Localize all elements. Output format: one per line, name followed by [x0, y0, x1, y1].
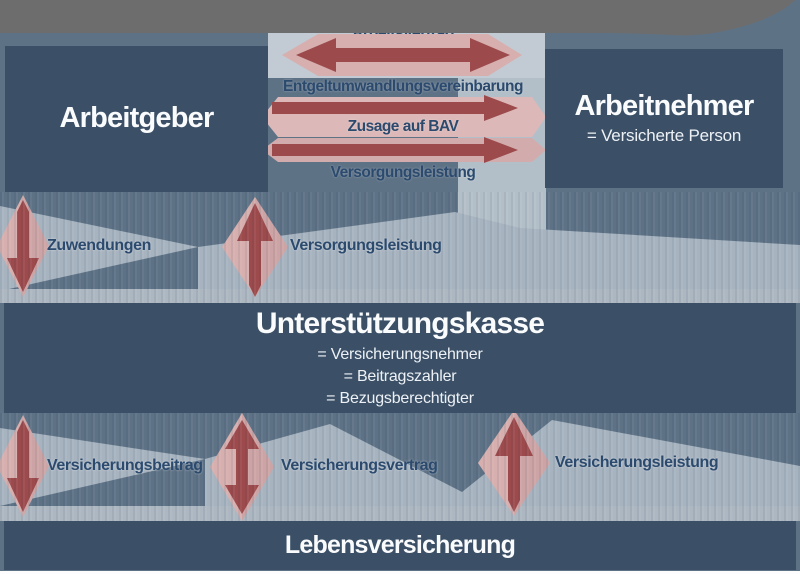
- versicherungsvertrag-label: Versicherungsvertrag: [281, 457, 438, 474]
- support-fund-box: Unterstützungskasse = Versicherungsnehme…: [4, 303, 796, 413]
- zuwendungen-label: Zuwendungen: [47, 237, 152, 254]
- life-insurer-title: Lebensversicherung: [284, 530, 516, 559]
- support-fund-role-payer: = Beitragszahler: [343, 367, 457, 385]
- employee-title: Arbeitnehmer: [574, 89, 755, 122]
- pension-promise-label: Zusage auf BAV: [347, 118, 459, 135]
- support-fund-title: Unterstützungskasse: [255, 306, 545, 340]
- employer-box: Arbeitgeber: [5, 46, 268, 192]
- salary-conversion-label: Entgeltumwandlungsvereinbarung: [283, 78, 523, 95]
- zuwendungen-down-arrow-icon: [0, 195, 49, 297]
- pension-benefit-label: Versorgungsleistung: [330, 164, 476, 181]
- pension-benefit-arrow-icon: [262, 137, 546, 163]
- versicherungsbeitrag-down-arrow-icon: [0, 415, 49, 517]
- employee-subtitle: = Versicherte Person: [586, 126, 742, 146]
- grey-overlay-band: [0, 0, 795, 36]
- support-fund-role-policyholder: = Versicherungsnehmer: [317, 345, 483, 363]
- versicherungsleistung-up-arrow-icon: [478, 410, 550, 516]
- employer-title: Arbeitgeber: [59, 102, 215, 135]
- middle-band-light-ribbons: [0, 206, 800, 303]
- pension-promise-arrow-icon: [262, 95, 546, 137]
- versorgungsleistung-mid-label: Versorgungsleistung: [290, 237, 442, 254]
- versicherungsvertrag-double-arrow-icon: [210, 413, 274, 521]
- versorgungsleistung-up-arrow-icon: [222, 197, 288, 297]
- bottom-white-edge: [0, 571, 800, 574]
- life-insurer-box: Lebensversicherung: [4, 521, 796, 570]
- support-fund-role-beneficiary: = Bezugsberechtigter: [326, 389, 474, 407]
- versicherungsleistung-low-label: Versicherungsleistung: [555, 454, 719, 471]
- employee-box: Arbeitnehmer = Versicherte Person: [545, 49, 783, 188]
- employment-contract-double-arrow-icon: [282, 34, 522, 76]
- versicherungsbeitrag-label: Versicherungsbeitrag: [47, 457, 203, 474]
